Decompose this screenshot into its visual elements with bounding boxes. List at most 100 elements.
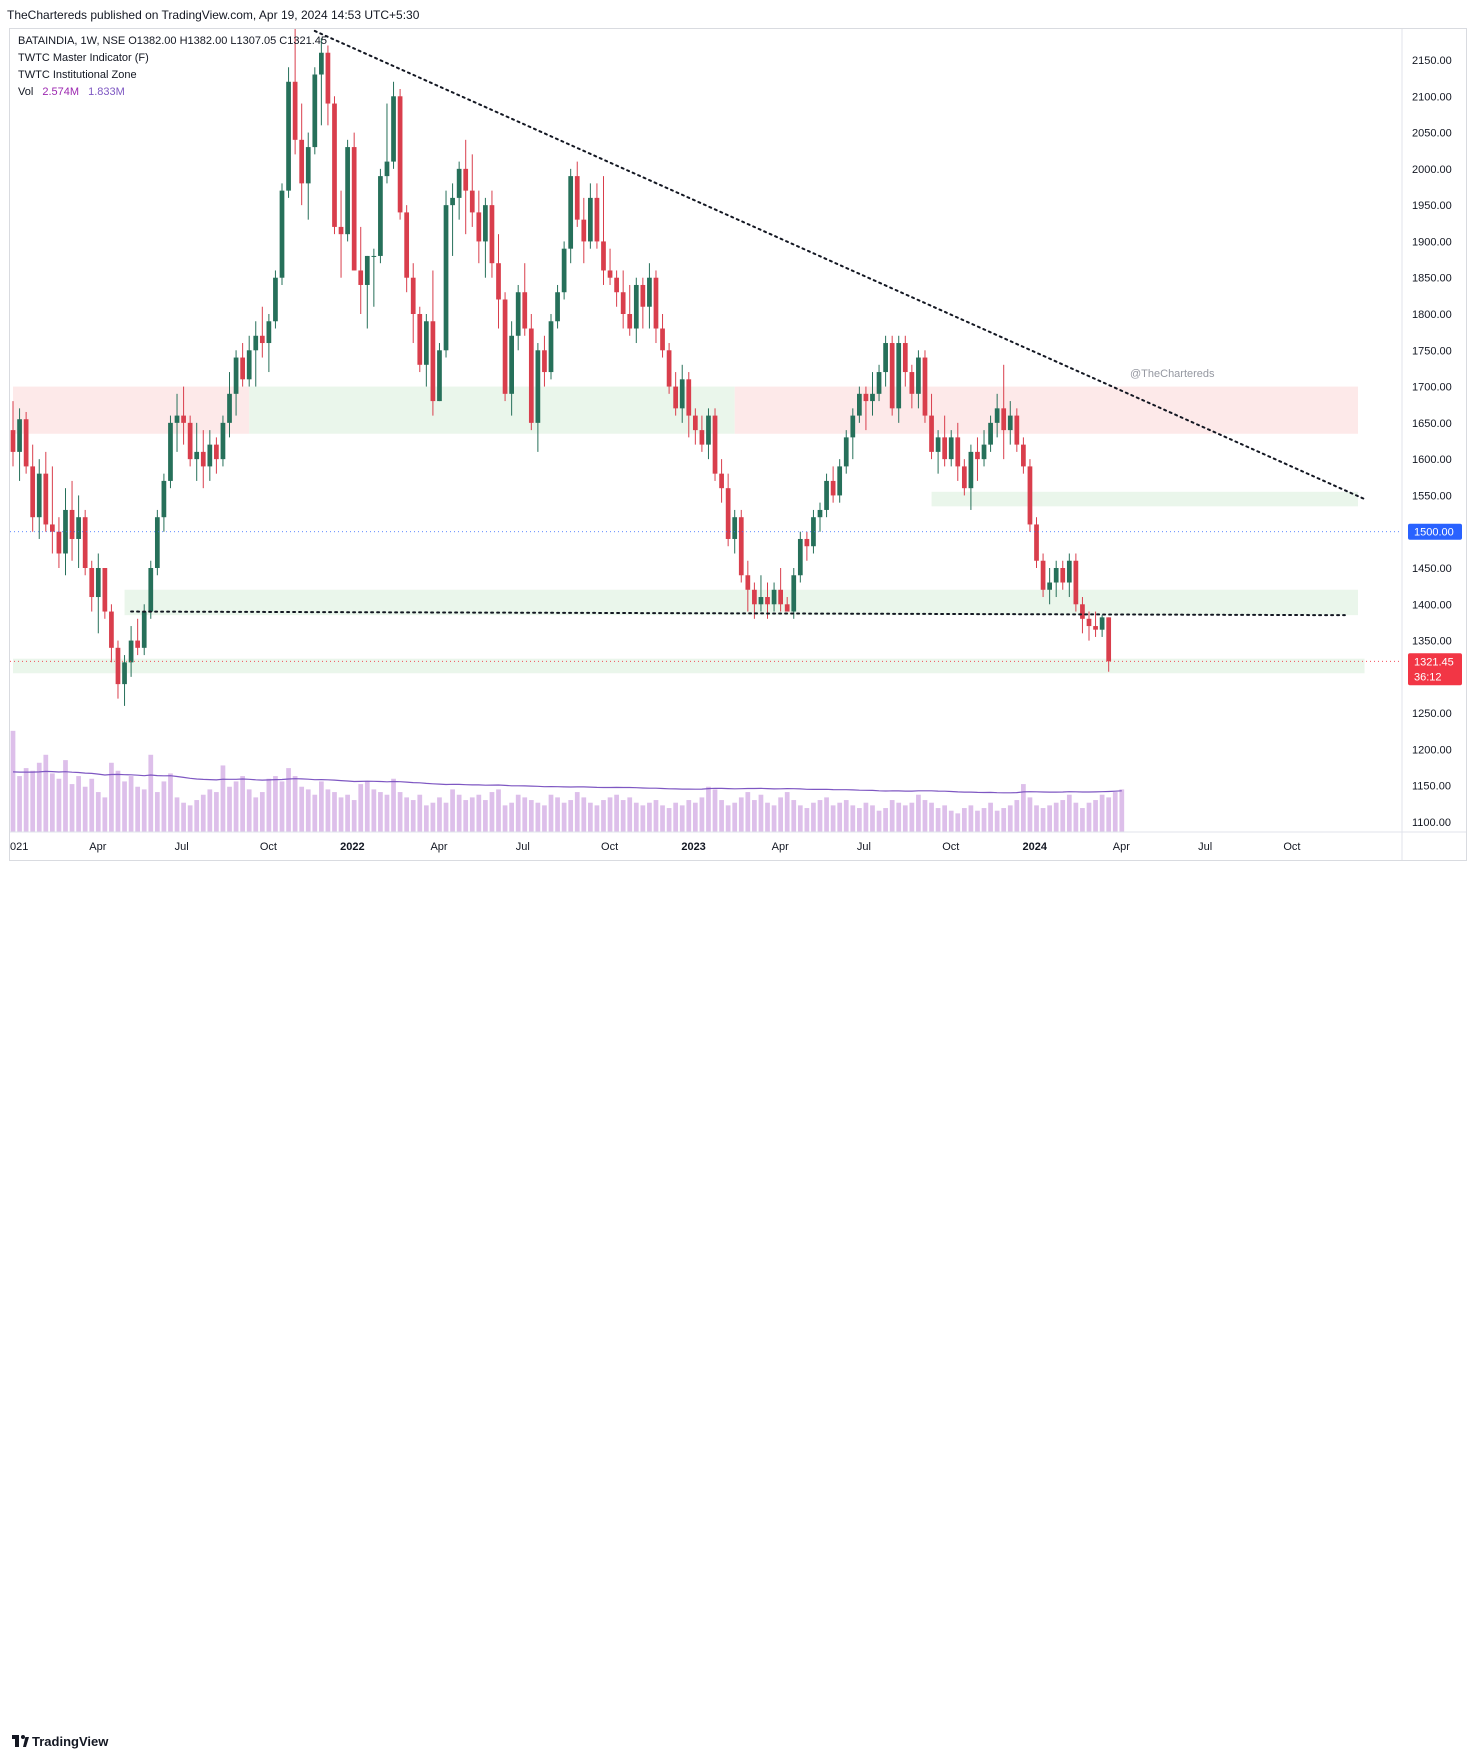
volume-bar: [391, 778, 396, 832]
candle-up: [1066, 560, 1072, 583]
candle-down: [476, 212, 482, 242]
candle-down: [259, 335, 265, 344]
volume-bar: [1093, 800, 1098, 832]
volume-bar: [896, 802, 902, 832]
volume-bar: [1021, 784, 1026, 832]
volume-bar: [174, 797, 180, 832]
candle-down: [620, 292, 626, 314]
candle-down: [601, 241, 606, 271]
candle-up: [174, 415, 180, 423]
volume-bar: [496, 789, 501, 832]
candle-down: [338, 226, 344, 235]
price-badge: [1408, 653, 1462, 686]
published-caption: TheChartereds published on TradingView.c…: [7, 8, 420, 22]
candle-down: [292, 81, 298, 140]
candle-down: [607, 270, 613, 278]
top-bar: TheChartereds published on TradingView.c…: [0, 0, 1480, 28]
volume-bar: [102, 797, 108, 832]
candle-down: [43, 473, 49, 525]
volume-bar: [561, 802, 567, 832]
candle-down: [135, 640, 141, 648]
candle-up: [896, 343, 902, 409]
candle-down: [902, 343, 908, 373]
y-tick-label: 1250.00: [1412, 708, 1452, 720]
candle-up: [824, 480, 829, 510]
volume-bar: [581, 797, 587, 832]
candle-down: [653, 277, 659, 329]
candle-up: [509, 335, 514, 394]
candle-down: [299, 139, 305, 184]
candle-down: [1021, 444, 1026, 467]
volume-bar: [56, 778, 62, 832]
volume-bar: [476, 794, 482, 832]
y-tick-label: 1750.00: [1412, 345, 1452, 357]
volume-bar: [535, 802, 541, 832]
volume-bar: [279, 781, 285, 832]
resistance-zone-0: [13, 386, 250, 434]
candlestick-chart[interactable]: 2150.00 2100.00 2050.00 2000.00 1950.00 1900.…: [10, 29, 1466, 860]
legend-indicator-master[interactable]: TWTC Master Indicator (F): [18, 52, 149, 64]
x-tick-label: Jul: [857, 841, 871, 853]
candle-down: [214, 444, 219, 460]
volume-bar: [699, 797, 705, 832]
volume-bar: [358, 784, 364, 832]
volume-bar: [994, 810, 1000, 832]
candle-down: [82, 517, 88, 568]
candle-up: [771, 589, 777, 605]
volume-bar: [292, 776, 298, 832]
volume-bar: [843, 800, 849, 832]
volume-bar: [797, 805, 803, 832]
tradingview-logo-icon: [12, 1735, 29, 1747]
candle-up: [391, 96, 396, 162]
volume-bar: [148, 754, 154, 832]
candle-up: [981, 444, 987, 460]
volume-bar: [1060, 800, 1066, 832]
y-tick-label: 1100.00: [1412, 817, 1451, 829]
volume-bar: [627, 797, 633, 832]
y-tick-label: 1550.00: [1412, 490, 1452, 502]
volume-bar: [443, 802, 449, 832]
volume-bar: [404, 797, 410, 832]
volume-bar: [975, 810, 980, 832]
x-tick-label: 2024: [1023, 841, 1048, 853]
legend-volume[interactable]: Vol 2.574M 1.833M: [18, 86, 125, 98]
volume-bar: [961, 808, 967, 832]
candle-up: [227, 393, 232, 423]
candle-down: [666, 350, 672, 387]
tradingview-logo[interactable]: TradingView: [12, 1734, 108, 1749]
volume-bar: [666, 808, 672, 832]
lines-layer: [10, 29, 1402, 662]
candle-up: [758, 597, 764, 605]
x-tick-label: Oct: [601, 841, 618, 853]
volume-value: 2.574M: [42, 86, 80, 98]
volume-bar: [1073, 802, 1079, 832]
candle-down: [1080, 604, 1085, 619]
volume-bar: [660, 805, 665, 832]
legend-indicator-zone[interactable]: TWTC Institutional Zone: [18, 69, 137, 81]
candle-up: [555, 292, 560, 322]
chart-frame[interactable]: 2150.00 2100.00 2050.00 2000.00 1950.00 1900.…: [9, 28, 1467, 861]
volume-bar: [456, 794, 462, 832]
candle-up: [17, 419, 22, 452]
candle-up: [279, 190, 285, 278]
x-tick-label: 021: [10, 841, 28, 853]
volume-bar: [135, 786, 141, 832]
volume-bar: [194, 800, 200, 832]
volume-bar: [647, 802, 652, 832]
volume-bar: [463, 800, 469, 832]
volume-ma-line: [12, 770, 1122, 794]
candle-down: [489, 205, 495, 264]
volume-bar: [988, 802, 993, 832]
y-tick-label: 1150.00: [1412, 781, 1451, 793]
candle-down: [496, 263, 501, 300]
volume-bar: [653, 800, 659, 832]
volume-bar: [30, 770, 36, 832]
support-zone-5: [13, 658, 1365, 674]
volume-bar: [76, 776, 81, 832]
candle-up: [384, 161, 390, 177]
candle-down: [752, 589, 757, 605]
volume-bar: [791, 800, 797, 832]
volume-bar: [522, 797, 528, 832]
volume-bar: [502, 805, 508, 832]
volume-bar: [181, 802, 186, 832]
